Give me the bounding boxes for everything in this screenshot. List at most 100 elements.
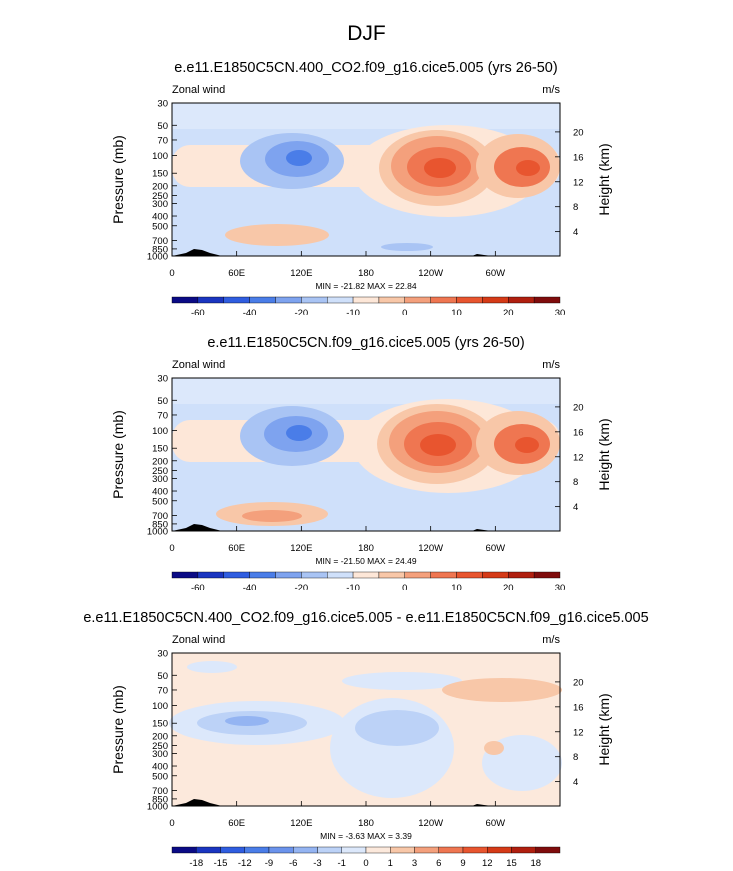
- longitude-tick-label: 60W: [486, 818, 506, 829]
- colorbar-label: 10: [451, 583, 462, 590]
- pressure-tick-label: 70: [157, 410, 168, 421]
- pressure-tick-label: 70: [157, 135, 168, 146]
- colorbar-swatch: [378, 296, 405, 304]
- panel-title: e.e11.E1850C5CN.f09_g16.cice5.005 (yrs 2…: [207, 335, 524, 351]
- height-tick-label: 8: [573, 752, 578, 763]
- longitude-tick-label: 120W: [418, 268, 443, 279]
- topography: [172, 249, 492, 256]
- panel-title: e.e11.E1850C5CN.400_CO2.f09_g16.cice5.00…: [83, 610, 648, 626]
- pressure-tick-label: 250: [152, 466, 168, 477]
- height-tick-label: 16: [573, 427, 584, 438]
- contour-positive-upper-east: [442, 678, 562, 702]
- pressure-tick-label: 50: [157, 121, 168, 132]
- colorbar-label: -1: [338, 858, 346, 869]
- longitude-tick-label: 180: [358, 268, 374, 279]
- pressure-tick-label: 400: [152, 762, 168, 773]
- colorbar-swatch: [275, 296, 302, 304]
- colorbar-label: -12: [238, 858, 252, 869]
- colorbar-label: 0: [402, 308, 407, 315]
- colorbar-swatch: [487, 846, 512, 854]
- height-tick-label: 20: [573, 402, 584, 413]
- longitude-tick-label: 120E: [290, 543, 312, 554]
- contour-weak-easterly-upper: [172, 103, 560, 129]
- contour-easterly-core: [286, 150, 312, 166]
- units-label: m/s: [542, 359, 560, 371]
- pressure-tick-label: 200: [152, 181, 168, 192]
- colorbar-label: -15: [214, 858, 228, 869]
- colorbar-label: 6: [436, 858, 441, 869]
- colorbar-label: 0: [363, 858, 368, 869]
- panel-2: e.e11.E1850C5CN.f09_g16.cice5.005 (yrs 2…: [110, 335, 612, 590]
- contour-westerly-core-west: [516, 160, 540, 176]
- pressure-tick-label: 500: [152, 496, 168, 507]
- colorbar-swatch: [197, 296, 224, 304]
- colorbar-label: -10: [346, 308, 360, 315]
- colorbar-label: -40: [243, 308, 257, 315]
- contour-weak-negative-upper-west: [187, 661, 237, 673]
- pressure-tick-label: 850: [152, 244, 168, 255]
- panel-title: e.e11.E1850C5CN.400_CO2.f09_g16.cice5.00…: [174, 60, 557, 76]
- pressure-tick-label: 400: [152, 212, 168, 223]
- colorbar-label: -40: [243, 583, 257, 590]
- colorbar-label: 10: [451, 308, 462, 315]
- right-axis-title: Height (km): [596, 693, 612, 765]
- colorbar-swatch: [365, 846, 391, 854]
- colorbar-label: 9: [460, 858, 465, 869]
- contour-positive-small: [484, 741, 504, 755]
- heatmap-plot: [171, 102, 561, 257]
- colorbar-label: -3: [313, 858, 321, 869]
- colorbar-label: 0: [402, 583, 407, 590]
- right-axis-title: Height (km): [596, 418, 612, 490]
- height-tick-label: 8: [573, 477, 578, 488]
- topography: [172, 524, 492, 531]
- units-label: m/s: [542, 634, 560, 646]
- panel-1: e.e11.E1850C5CN.400_CO2.f09_g16.cice5.00…: [110, 60, 612, 315]
- colorbar: -60 -40 -20 -10 0 10 20 30: [171, 296, 565, 315]
- colorbar-swatch: [196, 846, 221, 854]
- colorbar-swatch: [249, 571, 276, 579]
- longitude-tick-label: 0: [169, 818, 174, 829]
- pressure-tick-label: 250: [152, 741, 168, 752]
- colorbar-swatch: [456, 571, 483, 579]
- colorbar-swatch: [268, 846, 294, 854]
- height-tick-label: 16: [573, 702, 584, 713]
- colorbar-label: -20: [294, 308, 308, 315]
- heatmap-plot: [171, 377, 561, 532]
- colorbar-swatch: [508, 571, 535, 579]
- pressure-tick-label: 100: [152, 151, 168, 162]
- pressure-tick-label: 30: [157, 99, 168, 110]
- height-tick-label: 4: [573, 777, 578, 788]
- pressure-tick-label: 1000: [147, 527, 168, 538]
- colorbar-label: -60: [191, 308, 205, 315]
- colorbar-swatch: [414, 846, 439, 854]
- contour-westerly-core-east: [424, 158, 456, 178]
- contour-westerly-core-west: [515, 437, 539, 453]
- colorbar-swatch: [352, 571, 380, 579]
- y-axis-title: Pressure (mb): [110, 410, 126, 499]
- colorbar-swatch: [293, 846, 318, 854]
- colorbar-swatch: [482, 296, 509, 304]
- contour-surface-easterly: [381, 243, 433, 251]
- colorbar-swatch: [390, 846, 415, 854]
- colorbar-label: 3: [412, 858, 417, 869]
- colorbar: -18 -15 -12 -9 -6 -3 -1 0 1 3 6 9 12 15 18: [171, 846, 561, 869]
- colorbar-swatch: [404, 296, 431, 304]
- longitude-tick-label: 120E: [290, 268, 312, 279]
- colorbar-swatch: [533, 571, 561, 579]
- min-max-stats: MIN = -21.82 MAX = 22.84: [315, 281, 416, 291]
- colorbar-label: -20: [294, 583, 308, 590]
- colorbar-label: 1: [388, 858, 393, 869]
- contour-low-westerly: [225, 224, 329, 246]
- colorbar-swatch: [249, 296, 276, 304]
- colorbar-swatch: [171, 571, 199, 579]
- pressure-tick-label: 850: [152, 794, 168, 805]
- pressure-tick-label: 300: [152, 474, 168, 485]
- colorbar-label: 18: [530, 858, 541, 869]
- pressure-tick-label: 250: [152, 191, 168, 202]
- field-label: Zonal wind: [172, 359, 225, 371]
- pressure-tick-label: 150: [152, 719, 168, 730]
- colorbar-swatch: [244, 846, 270, 854]
- colorbar-swatch: [171, 296, 199, 304]
